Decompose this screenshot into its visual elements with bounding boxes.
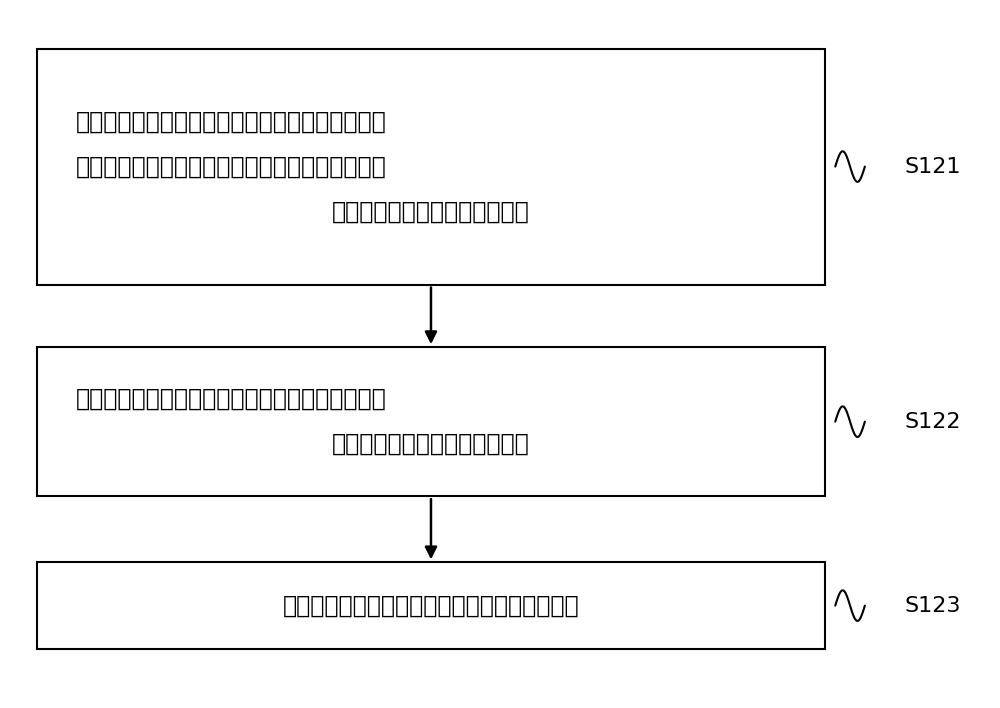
Text: S122: S122 bbox=[904, 411, 961, 432]
Text: 将预先缓存的目标节目的节目映射表发送至条件接: 将预先缓存的目标节目的节目映射表发送至条件接 bbox=[76, 110, 387, 134]
Bar bbox=[37, 347, 825, 496]
Text: 通过授权控制信息过滤器获取目标节目的授权控制: 通过授权控制信息过滤器获取目标节目的授权控制 bbox=[76, 387, 387, 411]
Bar bbox=[37, 49, 825, 285]
Text: 信息包标识对应的授权控制信息: 信息包标识对应的授权控制信息 bbox=[332, 433, 530, 456]
Text: S121: S121 bbox=[904, 156, 961, 176]
Text: 目标节目的授权控制信息包标识: 目标节目的授权控制信息包标识 bbox=[332, 200, 530, 224]
Text: 通过智能卡解析授权控制信息得到对应的控制字: 通过智能卡解析授权控制信息得到对应的控制字 bbox=[283, 593, 579, 617]
Text: 收模块，通过条件接收模块解析节目映射表，得到: 收模块，通过条件接收模块解析节目映射表，得到 bbox=[76, 154, 387, 178]
Bar bbox=[37, 562, 825, 649]
Text: S123: S123 bbox=[904, 595, 961, 616]
